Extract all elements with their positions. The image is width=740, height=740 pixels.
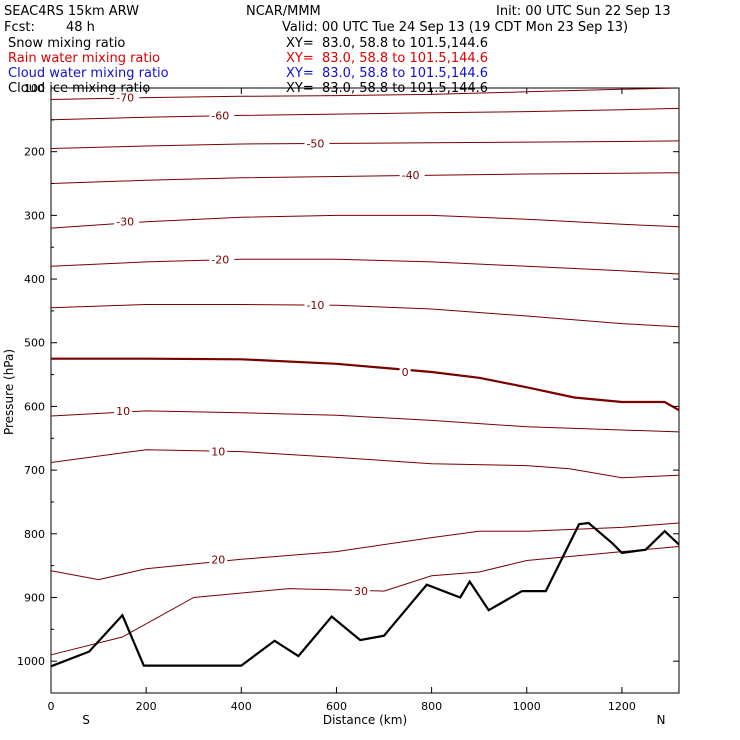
forecast-label: Fcst: — [4, 20, 35, 35]
isotherm-label: -10 — [306, 299, 324, 312]
isotherm-label: 10 — [116, 405, 130, 418]
x-tick-label: 200 — [136, 700, 157, 713]
isotherm-line — [50, 140, 680, 149]
y-tick-label: 800 — [24, 528, 45, 541]
isotherm-label-bg — [209, 109, 235, 122]
legend-rain-xy: XY= 83.0, 58.8 to 101.5,144.6 — [286, 51, 489, 66]
legend-rain-label: Rain water mixing ratio — [8, 51, 161, 66]
isotherm-label-bg — [304, 299, 330, 312]
isotherm-label: 10 — [211, 446, 225, 459]
isotherm-line — [50, 410, 680, 433]
isotherm-line — [50, 258, 680, 275]
isotherm-label: 0 — [402, 366, 409, 379]
y-tick-label: 300 — [24, 209, 45, 222]
y-tick-label: 600 — [24, 400, 45, 413]
isotherm-label-bg — [399, 366, 411, 379]
isotherm-label-bg — [209, 253, 235, 266]
isotherm-label: 20 — [211, 553, 225, 566]
x-tick-label: 0 — [48, 700, 55, 713]
legend-cloudwater-label: Cloud water mixing ratio — [8, 66, 169, 81]
axis-layer: 0 200 400 600 800 1000 12001002003004005006007… — [17, 82, 679, 713]
isotherm-label-bg — [209, 445, 228, 458]
isotherm-line — [50, 449, 680, 479]
isotherm-line — [50, 304, 680, 328]
y-tick-label: 400 — [24, 273, 45, 286]
isotherm-label-bg — [114, 215, 140, 228]
isotherm-label-bg — [114, 404, 133, 417]
plot-frame — [50, 87, 680, 694]
isotherm-line — [50, 522, 680, 581]
isotherm-label: -50 — [306, 137, 324, 150]
isotherm-label-bg — [399, 169, 425, 182]
isotherm-label-bg — [304, 137, 330, 150]
isotherm-label: -30 — [116, 216, 134, 229]
legend-snow-label: Snow mixing ratio — [8, 36, 126, 51]
isotherm-label: -60 — [211, 109, 229, 122]
isotherm-label: -70 — [116, 92, 134, 105]
isotherm-label: -40 — [402, 169, 420, 182]
y-tick-label: 900 — [24, 591, 45, 604]
isotherm-label-bg — [352, 585, 371, 598]
x-axis-title: Distance (km) — [323, 713, 407, 727]
isotherm-line — [50, 546, 680, 656]
legend-cloudwater-xy: XY= 83.0, 58.8 to 101.5,144.6 — [286, 66, 489, 81]
x-endpoint-south: S — [82, 713, 90, 727]
y-axis-title: Pressure (hPa) — [2, 349, 16, 435]
isotherm-label: -20 — [211, 253, 229, 266]
y-tick-label: 200 — [24, 146, 45, 159]
isotherm-line — [50, 214, 680, 229]
init-time: Init: 00 UTC Sun 22 Sep 13 — [496, 4, 671, 19]
y-tick-label: 100 — [24, 82, 45, 95]
isotherm-label-bg — [209, 553, 228, 566]
isotherm-line — [50, 172, 680, 184]
y-tick-label: 500 — [24, 337, 45, 350]
isotherm-line — [50, 107, 680, 121]
forecast-hours: 48 h — [66, 20, 95, 35]
isotherm-label-bg — [114, 91, 140, 104]
isotherm-line — [51, 357, 680, 412]
y-tick-label: 1000 — [17, 655, 45, 668]
isotherm-line — [50, 87, 680, 100]
x-tick-label: 800 — [421, 700, 442, 713]
x-tick-label: 1000 — [513, 700, 541, 713]
x-tick-label: 600 — [326, 700, 347, 713]
x-tick-label: 400 — [231, 700, 252, 713]
legend-snow-xy: XY= 83.0, 58.8 to 101.5,144.6 — [286, 36, 489, 51]
valid-time: Valid: 00 UTC Tue 24 Sep 13 (19 CDT Mon … — [282, 20, 629, 35]
center-name: NCAR/MMM — [246, 4, 321, 19]
x-tick-label: 1200 — [608, 700, 636, 713]
terrain-layer — [50, 521, 680, 668]
terrain-line — [50, 521, 680, 668]
x-endpoint-north: N — [657, 713, 666, 727]
model-name: SEAC4RS 15km ARW — [4, 4, 140, 19]
isotherm-layer: -70 -60 -50 -40 -30 -20 -10 0 10 10 20 30 — [50, 87, 680, 656]
isotherm-label: 30 — [354, 585, 368, 598]
y-tick-label: 700 — [24, 464, 45, 477]
